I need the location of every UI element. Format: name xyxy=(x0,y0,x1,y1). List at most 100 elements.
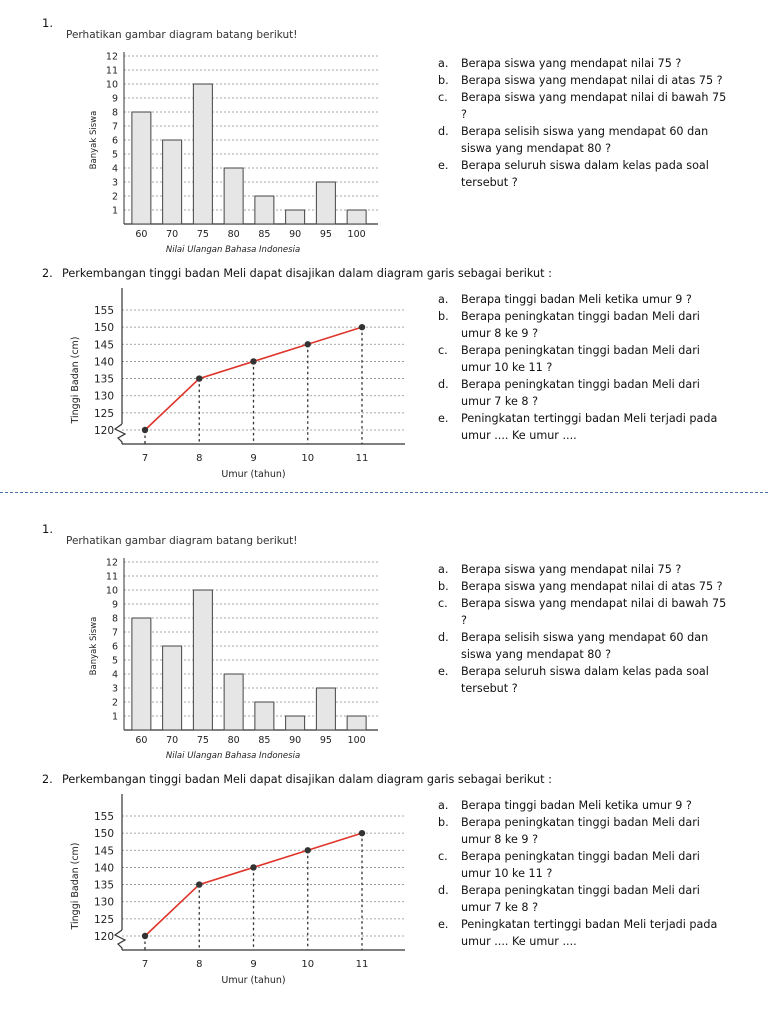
question-text: Berapa peningkatan tinggi badan Meli dar… xyxy=(461,310,700,340)
bar-y-tick-label: 12 xyxy=(106,558,118,569)
bar-y-tick-label: 12 xyxy=(106,52,118,63)
question-letter: b. xyxy=(438,816,449,829)
bar-x-tick-label: 90 xyxy=(289,229,301,240)
line-x-tick-label: 10 xyxy=(301,453,314,464)
question-text: Berapa tinggi badan Meli ketika umur 9 ? xyxy=(461,293,692,306)
question-letter: a. xyxy=(438,293,449,306)
bar-x-tick-label: 60 xyxy=(135,735,147,746)
line-chart: 120 125 130 135 140 145 150 155 7 8 9 10 11 Umur (tah… xyxy=(70,288,405,480)
cut-line-divider xyxy=(0,492,768,493)
question-2-list: a. Berapa tinggi badan Meli ketika umur 9… xyxy=(438,797,728,950)
height-point-8 xyxy=(196,881,203,888)
question-2-intro: 2. Perkembangan tinggi badan Meli dapat d… xyxy=(42,267,552,280)
line-y-tick-label: 150 xyxy=(94,828,114,840)
bar-y-tick-label: 11 xyxy=(106,66,118,77)
bar-x-tick-label: 85 xyxy=(258,735,270,746)
bar-y-tick-label: 5 xyxy=(112,150,118,161)
question-letter: b. xyxy=(438,74,449,87)
bar-x-tick-label: 60 xyxy=(135,229,147,240)
bar-100 xyxy=(346,715,367,731)
line-y-tick-label: 125 xyxy=(94,408,114,420)
question-text: Berapa seluruh siswa dalam kelas pada so… xyxy=(461,159,709,189)
bar-x-axis-title: Nilai Ulangan Bahasa Indonesia xyxy=(166,245,300,255)
question-2-list: a. Berapa tinggi badan Meli ketika umur 9… xyxy=(438,291,728,444)
line-y-tick-label: 135 xyxy=(94,880,114,892)
question-2-intro-text: Perkembangan tinggi badan Meli dapat dis… xyxy=(62,267,552,280)
height-point-11 xyxy=(358,829,366,837)
question-text: Berapa siswa yang mendapat nilai di bawa… xyxy=(461,91,727,121)
bar-75 xyxy=(192,589,213,731)
question-item: a. Berapa tinggi badan Meli ketika umur 9… xyxy=(438,797,728,814)
bar-chart-caption: Perhatikan gambar diagram batang berikut… xyxy=(66,535,298,547)
line-x-axis-title: Umur (tahun) xyxy=(221,469,285,480)
bar-85 xyxy=(254,195,275,225)
bar-x-tick-label: 80 xyxy=(228,229,240,240)
line-y-tick-label: 120 xyxy=(94,931,114,943)
line-x-tick-label: 8 xyxy=(196,453,202,464)
question-text: Berapa siswa yang mendapat nilai di atas… xyxy=(461,74,723,87)
question-letter: a. xyxy=(438,563,449,576)
bar-y-tick-label: 3 xyxy=(112,684,118,695)
bar-90 xyxy=(285,715,306,731)
question-letter: c. xyxy=(438,597,448,610)
bar-80 xyxy=(223,673,244,731)
question-text: Berapa siswa yang mendapat nilai di atas… xyxy=(461,580,723,593)
line-y-tick-label: 155 xyxy=(94,811,114,823)
question-letter: a. xyxy=(438,57,449,70)
bar-x-tick-label: 85 xyxy=(258,229,270,240)
worksheet-copy-2: 1. Perhatikan gambar diagram batang beri… xyxy=(0,506,768,1006)
question-item: a. Berapa siswa yang mendapat nilai 75 ? xyxy=(438,561,728,578)
question-item: b. Berapa peningkatan tinggi badan Meli d… xyxy=(438,308,728,342)
bar-x-tick-label: 70 xyxy=(166,735,178,746)
question-item: a. Berapa tinggi badan Meli ketika umur 9… xyxy=(438,291,728,308)
question-text: Berapa peningkatan tinggi badan Meli dar… xyxy=(461,816,700,846)
question-item: b. Berapa siswa yang mendapat nilai di at… xyxy=(438,578,728,595)
question-item: d. Berapa selisih siswa yang mendapat 60 … xyxy=(438,629,728,663)
question-item: d. Berapa selisih siswa yang mendapat 60 … xyxy=(438,123,728,157)
question-item: c. Berapa peningkatan tinggi badan Meli d… xyxy=(438,848,728,882)
bar-y-tick-label: 1 xyxy=(112,206,118,217)
bar-60 xyxy=(131,617,152,731)
bar-x-axis-title: Nilai Ulangan Bahasa Indonesia xyxy=(166,751,300,761)
question-2-number: 2. xyxy=(42,267,53,280)
line-x-tick-label: 9 xyxy=(250,453,256,464)
line-y-tick-label: 130 xyxy=(94,897,114,909)
bar-y-tick-label: 4 xyxy=(112,670,118,681)
height-point-7 xyxy=(141,426,149,434)
bar-y-tick-label: 2 xyxy=(112,192,118,203)
bar-85 xyxy=(254,701,275,731)
question-item: c. Berapa peningkatan tinggi badan Meli d… xyxy=(438,342,728,376)
bar-y-tick-label: 2 xyxy=(112,698,118,709)
line-x-axis-title: Umur (tahun) xyxy=(221,975,285,986)
question-text: Berapa peningkatan tinggi badan Meli dar… xyxy=(461,378,700,408)
question-item: a. Berapa siswa yang mendapat nilai 75 ? xyxy=(438,55,728,72)
question-item: c. Berapa siswa yang mendapat nilai di ba… xyxy=(438,89,728,123)
bar-x-tick-label: 95 xyxy=(320,229,332,240)
bar-75 xyxy=(192,83,213,225)
height-point-10 xyxy=(304,847,311,854)
bar-y-tick-label: 10 xyxy=(106,80,118,91)
bar-x-tick-label: 100 xyxy=(348,229,366,240)
bar-95 xyxy=(315,687,336,731)
question-text: Berapa seluruh siswa dalam kelas pada so… xyxy=(461,665,709,695)
line-y-tick-label: 150 xyxy=(94,322,114,334)
height-point-9 xyxy=(250,864,257,871)
question-text: Berapa selisih siswa yang mendapat 60 da… xyxy=(461,125,709,155)
bar-chart-caption: Perhatikan gambar diagram batang berikut… xyxy=(66,29,298,41)
question-letter: d. xyxy=(438,378,449,391)
bar-y-tick-label: 9 xyxy=(112,600,118,611)
question-text: Peningkatan tertinggi badan Meli terjadi… xyxy=(461,412,718,442)
question-text: Berapa peningkatan tinggi badan Meli dar… xyxy=(461,850,700,880)
question-2-intro-text: Perkembangan tinggi badan Meli dapat dis… xyxy=(62,773,552,786)
question-letter: e. xyxy=(438,665,449,678)
line-y-tick-label: 145 xyxy=(94,845,114,857)
question-text: Berapa selisih siswa yang mendapat 60 da… xyxy=(461,631,709,661)
question-item: b. Berapa siswa yang mendapat nilai di at… xyxy=(438,72,728,89)
question-letter: c. xyxy=(438,850,448,863)
bar-x-tick-label: 70 xyxy=(166,229,178,240)
line-y-tick-label: 130 xyxy=(94,391,114,403)
line-y-tick-label: 155 xyxy=(94,305,114,317)
question-letter: b. xyxy=(438,580,449,593)
bar-x-tick-label: 75 xyxy=(197,229,209,240)
